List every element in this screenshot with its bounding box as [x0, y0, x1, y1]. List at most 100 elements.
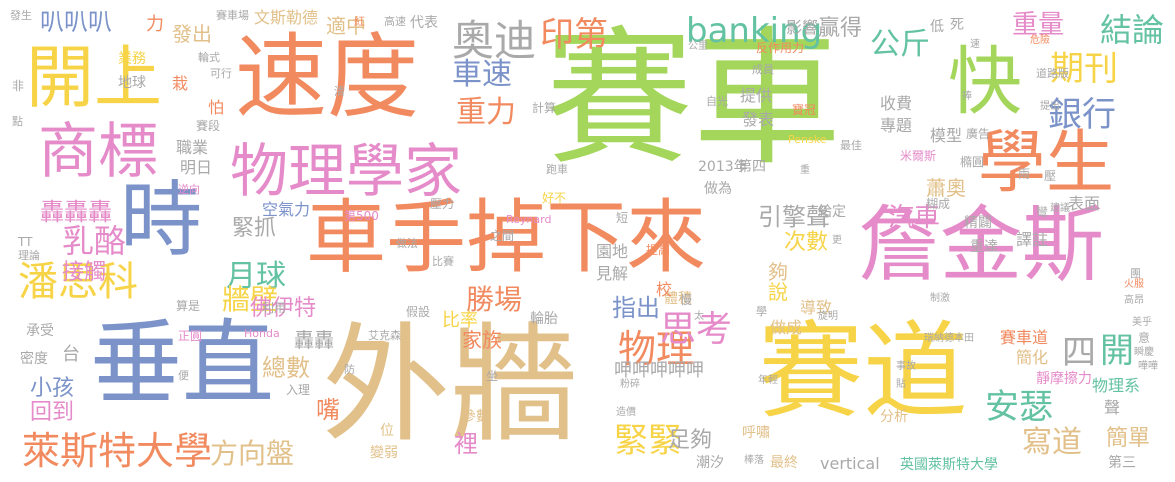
word: 業務 [118, 51, 146, 67]
word: 提高 [646, 243, 671, 257]
word: 緊緊 [614, 421, 682, 461]
word: 時 [120, 173, 203, 268]
word: 非 [12, 79, 25, 93]
word: 體積 [664, 291, 692, 307]
word: 算是 [176, 299, 201, 313]
word: 說 [768, 280, 788, 304]
word: 回到 [30, 400, 75, 425]
word: 印第 [540, 15, 608, 55]
word: 學生 [978, 124, 1115, 203]
word: 學 [756, 305, 767, 318]
word: 見解 [596, 264, 629, 283]
word: 制激 [930, 293, 950, 304]
word: 足夠 [668, 428, 713, 453]
word: 計算 [532, 101, 557, 115]
word: 第四 [738, 159, 766, 175]
word: 贏得 [818, 16, 863, 41]
word: 汽車 [888, 203, 941, 233]
word: 嘩嘩 [1138, 361, 1158, 372]
word: 賽段 [196, 119, 221, 133]
word: 引擎聲 [758, 203, 830, 231]
word: 職業 [176, 138, 209, 157]
word: 正圓 [178, 329, 203, 343]
word: 小孩 [30, 376, 75, 401]
word: 變弱 [370, 445, 398, 461]
word: 建議 [1050, 203, 1070, 214]
word: 分析 [880, 409, 908, 425]
word: Honda [244, 327, 280, 340]
word: 重 [800, 165, 810, 176]
word: 意 [1138, 331, 1151, 345]
word: 廣告 [966, 127, 991, 141]
word: 導致 [800, 298, 833, 317]
word: 自光 [706, 95, 728, 108]
word: 提出 [1040, 101, 1060, 112]
word: 火服 [1124, 279, 1144, 290]
word: 萊斯特大學 [22, 429, 213, 473]
word: 模型 [930, 126, 963, 145]
word: 反作用力 [756, 41, 805, 55]
word: 給定 [818, 204, 846, 220]
word: 英國萊斯特大學 [900, 457, 998, 473]
word: 美乎 [1132, 317, 1152, 328]
word: 發生 [10, 9, 32, 22]
word: 夠 [768, 260, 788, 284]
word: 園地 [596, 242, 629, 261]
word: 高昂 [1124, 295, 1144, 306]
word: 高速 [384, 15, 406, 28]
word: 垂直 [90, 310, 275, 417]
word: 太 [694, 311, 704, 322]
word: 蕭奧 [926, 176, 966, 200]
word: 開 [1100, 331, 1134, 371]
word: 粉碎 [620, 379, 640, 390]
word: 乳酪 [62, 222, 127, 260]
word: 捧 [962, 91, 972, 102]
word: 適中 [326, 14, 366, 38]
word: 車手掉下來 [306, 191, 706, 284]
word: 銀行 [1048, 95, 1116, 135]
word: 空氣力 [262, 200, 311, 219]
word: 密度 [20, 351, 48, 367]
word: Penske [788, 133, 827, 146]
word: 成員 [752, 63, 774, 76]
word: 逆向 [178, 183, 200, 196]
word: 清 [334, 85, 345, 98]
word: 商標 [38, 117, 158, 187]
word: 最終 [770, 455, 798, 471]
word: 更 [832, 235, 842, 246]
word: 方向盤 [210, 437, 295, 470]
word: 接觸 [62, 260, 107, 285]
word: 車速 [452, 57, 512, 92]
word: 重達 [970, 239, 998, 255]
word: 公里 [688, 41, 708, 52]
word: 結論 [1100, 11, 1165, 49]
word: TT [18, 235, 33, 249]
word: 詹金斯 [858, 198, 1105, 293]
word: 簡化 [1016, 348, 1049, 367]
word: 可行 [210, 67, 232, 80]
word: 發出 [172, 22, 212, 46]
word: 入理 [286, 383, 311, 397]
word: 佛伊特 [250, 296, 317, 321]
word: 奧迪 [452, 16, 537, 65]
word: 專題 [880, 116, 913, 135]
word: 點 [12, 115, 23, 128]
word: 紅 [354, 15, 365, 28]
word: 校 [656, 280, 673, 299]
word: 期刊 [1050, 49, 1118, 89]
word: 文斯勒德 [254, 8, 319, 27]
word: 艾克森 [368, 329, 401, 342]
word: 假設 [406, 305, 431, 319]
word: 物理學家 [230, 137, 463, 205]
word: 潘思科 [18, 259, 138, 305]
word: 譯註 [1016, 230, 1049, 249]
word: 公斤 [870, 27, 930, 62]
word: 怕 [208, 98, 225, 117]
word: 精闢 [964, 215, 992, 231]
word: 做成 [770, 318, 803, 337]
word: 轟轟轟 [40, 198, 112, 226]
word: vertical [820, 454, 880, 473]
word: 位 [380, 423, 394, 439]
word: 呼嘯 [742, 425, 770, 441]
word: Reynard [506, 213, 552, 226]
